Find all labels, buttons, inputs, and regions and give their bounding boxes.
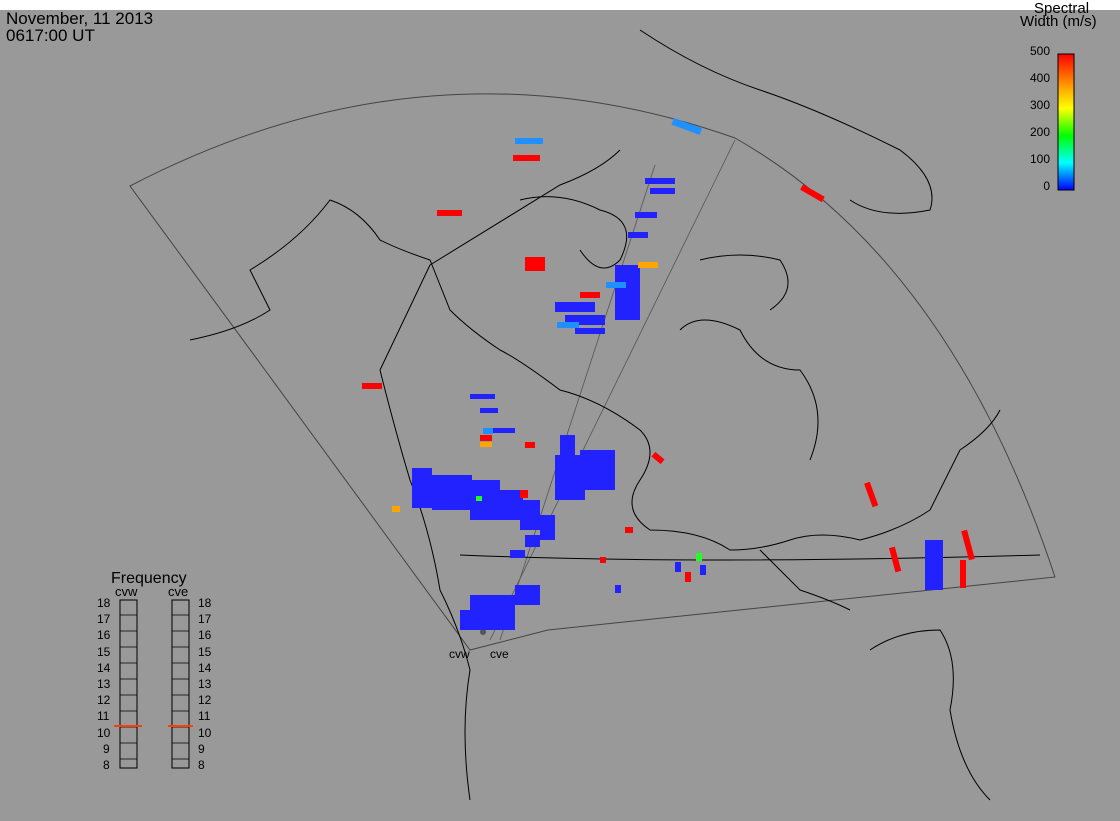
- site-label-cvw: cvw: [449, 647, 470, 661]
- fov-beam-line: [499, 164, 656, 641]
- frequency-scale-number: 8: [103, 758, 110, 772]
- latitude-arc: [459, 554, 1041, 561]
- fov-beam-line: [489, 139, 736, 641]
- frequency-scale-number: 17: [97, 612, 111, 627]
- colorbar-tick: 100: [1029, 152, 1050, 166]
- frequency-scale-number: 18: [198, 596, 212, 610]
- frequency-scale-number: 16: [198, 628, 212, 643]
- colorbar-tick: 300: [1029, 98, 1050, 112]
- colorbar-title-2: Width (m/s): [1020, 13, 1097, 30]
- frequency-scale-number: 9: [198, 741, 205, 756]
- frequency-scale-number: 12: [97, 693, 111, 708]
- frequency-scale-number: 10: [97, 725, 111, 740]
- frequency-scale-number: 11: [198, 709, 211, 724]
- frequency-scale-number: 16: [97, 628, 111, 643]
- frequency-scale-number: 15: [198, 644, 212, 659]
- frequency-scale-number: 13: [198, 677, 212, 691]
- coastlines: [189, 29, 1001, 801]
- fov-outline: [129, 93, 1056, 651]
- frequency-scale-number: 18: [97, 596, 111, 610]
- cvw-gauge-label: cvw: [115, 584, 138, 599]
- date-label: November, 11 2013: [6, 9, 154, 28]
- site-label-cve: cve: [490, 647, 509, 661]
- frequency-scale-number: 15: [97, 644, 111, 659]
- frequency-scale-number: 12: [198, 693, 212, 708]
- colorbar-title-1: Spectral: [1034, 0, 1090, 17]
- frequency-scale-number: 14: [198, 660, 212, 675]
- frequency-scale-number: 8: [198, 758, 205, 772]
- frequency-gauges: [119, 599, 190, 769]
- radar-map: [114, 29, 1075, 801]
- frequency-title: Frequency: [111, 570, 187, 587]
- frequency-scale-number: 11: [97, 709, 110, 724]
- frequency-scale-number: 14: [97, 660, 111, 675]
- frequency-scale-number: 17: [198, 612, 212, 627]
- colorbar: [1057, 53, 1075, 191]
- cve-gauge-label: cve: [168, 584, 189, 599]
- radar-site-marker: [480, 629, 486, 635]
- colorbar-tick: 400: [1029, 71, 1050, 85]
- colorbar-tick: 200: [1029, 125, 1050, 139]
- colorbar-tick: 500: [1029, 44, 1050, 58]
- echo-data: [362, 118, 975, 630]
- frequency-scale-number: 9: [103, 741, 110, 756]
- frequency-scale-number: 10: [198, 725, 212, 740]
- colorbar-tick: 0: [1043, 179, 1050, 193]
- frequency-scale-number: 13: [97, 677, 111, 691]
- time-label: 0617:00 UT: [6, 26, 95, 45]
